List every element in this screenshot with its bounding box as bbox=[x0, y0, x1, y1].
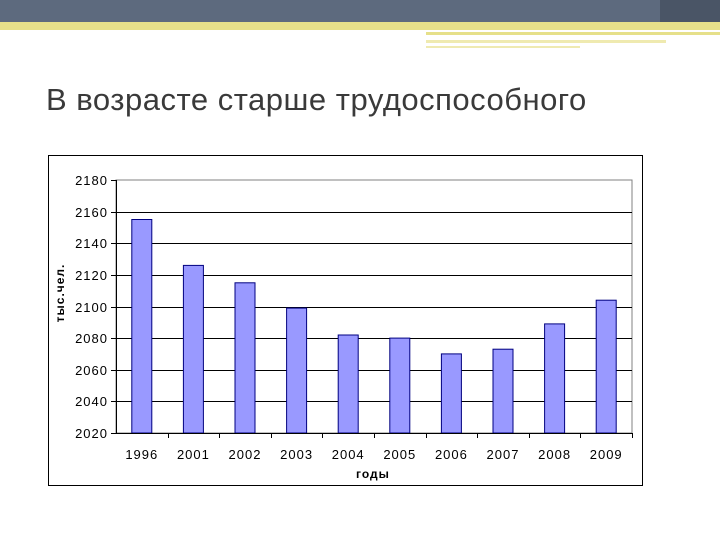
page-title: В возрасте старше трудоспособного bbox=[46, 82, 587, 117]
x-axis-title: годы bbox=[356, 467, 390, 481]
bar-2001 bbox=[182, 264, 204, 434]
bar-2006 bbox=[440, 353, 462, 434]
y-tick-label: 2140 bbox=[75, 236, 108, 251]
header-stripe bbox=[0, 22, 720, 30]
chart-frame: 2020 2040 2060 2080 2100 2120 2140 2160 2180 1996… bbox=[48, 155, 643, 486]
x-tick-label: 2008 bbox=[538, 447, 571, 462]
y-tick-label: 2060 bbox=[75, 363, 108, 378]
bar-2003 bbox=[286, 307, 308, 434]
header-band-accent bbox=[660, 0, 720, 22]
y-tick-label: 2120 bbox=[75, 268, 108, 283]
y-axis-title: тыс.чел. bbox=[53, 264, 67, 323]
x-tick-label: 1996 bbox=[125, 447, 158, 462]
y-tick-label: 2040 bbox=[75, 394, 108, 409]
x-tick-label: 2003 bbox=[280, 447, 313, 462]
header-stripe-line bbox=[426, 40, 666, 43]
y-tick-label: 2080 bbox=[75, 331, 108, 346]
x-tick-label: 2005 bbox=[383, 447, 416, 462]
y-tick-label: 2020 bbox=[75, 426, 108, 441]
bar-2002 bbox=[234, 282, 256, 434]
header-stripe-line bbox=[426, 32, 720, 35]
bar-2009 bbox=[595, 299, 617, 434]
x-tick-label: 2002 bbox=[229, 447, 262, 462]
y-tick-label: 2100 bbox=[75, 300, 108, 315]
header-stripe-line bbox=[426, 46, 580, 48]
bar-2008 bbox=[544, 323, 566, 434]
header-band bbox=[0, 0, 720, 22]
x-tick-label: 2001 bbox=[177, 447, 210, 462]
bar-chart: 2020 2040 2060 2080 2100 2120 2140 2160 2180 1996… bbox=[53, 173, 633, 481]
y-tick-label: 2160 bbox=[75, 205, 108, 220]
bar-1996 bbox=[131, 219, 153, 434]
x-tick-label: 2009 bbox=[590, 447, 623, 462]
x-tick-label: 2004 bbox=[332, 447, 365, 462]
x-tick-label: 2006 bbox=[435, 447, 468, 462]
bar-2004 bbox=[337, 334, 359, 434]
bar-2007 bbox=[492, 348, 514, 434]
bar-2005 bbox=[389, 337, 411, 434]
y-tick-label: 2180 bbox=[75, 173, 108, 188]
x-tick-label: 2007 bbox=[487, 447, 520, 462]
